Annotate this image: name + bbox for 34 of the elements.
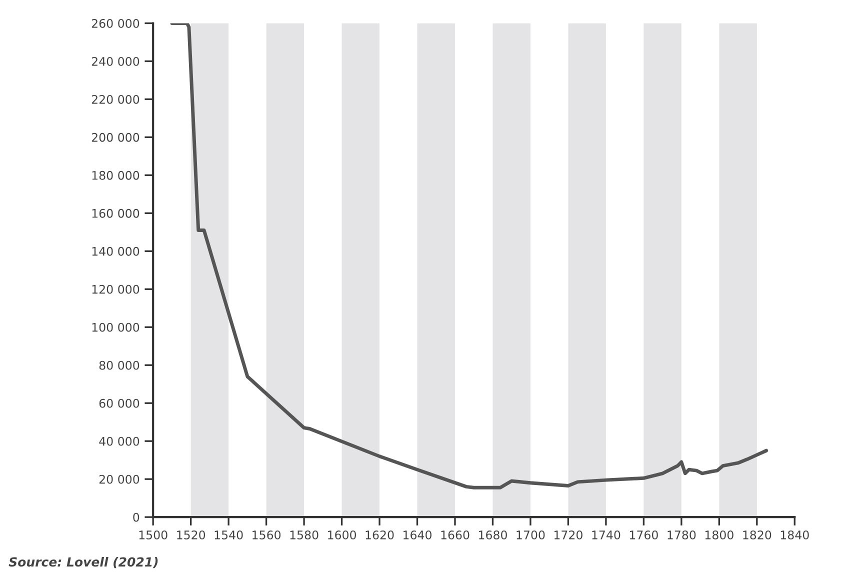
- x-tick-label: 1840: [780, 530, 809, 540]
- y-tick-label: 140 000: [92, 246, 140, 256]
- x-tick-label: 1820: [743, 530, 772, 540]
- x-tick-label: 1760: [630, 530, 658, 540]
- y-tick-label: 200 000: [92, 132, 140, 142]
- y-tick-label: 120 000: [92, 284, 140, 294]
- x-tick-label: 1540: [214, 530, 243, 540]
- x-tick-label: 1620: [366, 530, 394, 540]
- x-tick-label: 1660: [441, 530, 470, 540]
- x-tick-label: 1580: [290, 530, 318, 540]
- source-note: Source: Lovell (2021): [8, 556, 158, 568]
- y-tick-label: 100 000: [92, 322, 140, 332]
- y-tick-label: 220 000: [92, 94, 140, 104]
- x-tick-label: 1780: [668, 530, 696, 540]
- x-tick-label: 1560: [252, 530, 281, 540]
- y-tick-label: 40 000: [99, 436, 140, 446]
- x-tick-label: 1800: [705, 530, 734, 540]
- x-tick-label: 1680: [479, 530, 507, 540]
- x-tick-label: 1500: [139, 530, 168, 540]
- y-tick-label: 180 000: [92, 170, 140, 180]
- x-tick-label: 1600: [328, 530, 356, 540]
- x-tick-label: 1720: [554, 530, 582, 540]
- y-tick-label: 20 000: [99, 474, 140, 484]
- y-tick-label: 240 000: [92, 56, 140, 66]
- x-tick-label: 1700: [516, 530, 545, 540]
- x-tick-label: 1640: [404, 530, 432, 540]
- line-series: [170, 23, 768, 490]
- y-tick-label: 60 000: [99, 398, 140, 408]
- y-tick-label: 80 000: [99, 360, 140, 370]
- y-tick-label: 160 000: [92, 208, 140, 218]
- x-tick-label: 1520: [177, 530, 206, 540]
- y-tick-label: 0: [133, 512, 140, 522]
- y-tick-label: 260 000: [92, 18, 140, 28]
- x-tick-label: 1740: [592, 530, 620, 540]
